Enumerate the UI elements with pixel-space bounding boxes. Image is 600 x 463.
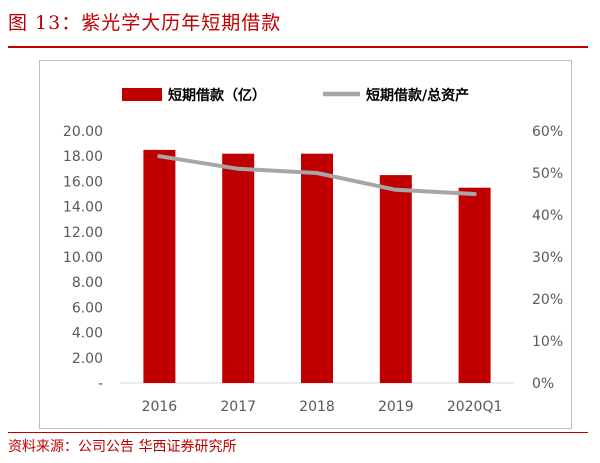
legend: 短期借款（亿） 短期借款/总资产 xyxy=(122,87,469,104)
y-left-tick-label: 2.00 xyxy=(72,351,103,367)
y-right-tick-label: 10% xyxy=(532,334,563,350)
legend-bar-label: 短期借款（亿） xyxy=(168,87,266,104)
x-tick-label: 2019 xyxy=(378,399,414,415)
chart-frame: 短期借款（亿） 短期借款/总资产 - 2.00 4.00 6.00 8.00 10.00 1… xyxy=(39,60,572,429)
y-left-tick-label: 12.00 xyxy=(63,225,103,241)
line-points xyxy=(157,154,477,196)
y-right-tick-label: 40% xyxy=(532,208,563,224)
legend-line-label: 短期借款/总资产 xyxy=(366,87,469,104)
x-tick-label: 2018 xyxy=(299,399,335,415)
bar-2016 xyxy=(143,149,176,383)
y-right-tick-label: 60% xyxy=(532,124,563,140)
bar-2018 xyxy=(301,153,333,383)
bar-2019 xyxy=(379,175,412,383)
y-left-tick-label: 6.00 xyxy=(72,300,103,316)
bar-2020Q1 xyxy=(458,187,491,383)
y-left-tick-label: 20.00 xyxy=(63,124,103,140)
footer-divider xyxy=(8,432,588,433)
x-tick-label: 2017 xyxy=(220,399,256,415)
x-axis: 2016 2017 2018 2019 2020Q1 xyxy=(142,399,503,415)
y-right-tick-label: 20% xyxy=(532,292,563,308)
y-left-axis: - 2.00 4.00 6.00 8.00 10.00 12.00 14.00 16.00 18.… xyxy=(63,124,103,392)
x-tick-label: 2016 xyxy=(142,399,178,415)
bar-2017 xyxy=(222,153,255,383)
y-left-tick-label: 10.00 xyxy=(63,250,103,266)
ratio-point-2020Q1 xyxy=(472,192,477,196)
y-left-tick-label: 16.00 xyxy=(63,174,103,190)
x-tick-label: 2020Q1 xyxy=(447,399,503,415)
ratio-point-2016 xyxy=(157,154,162,159)
source-note: 资料来源：公司公告 华西证券研究所 xyxy=(8,439,237,455)
y-left-tick-label: 14.00 xyxy=(63,200,103,216)
y-right-tick-label: 50% xyxy=(532,166,563,182)
y-right-tick-label: 30% xyxy=(532,250,563,266)
ratio-point-2017 xyxy=(236,166,241,171)
y-left-tick-label: 4.00 xyxy=(72,326,103,342)
title-divider xyxy=(8,46,588,48)
y-left-tick-label: - xyxy=(98,376,103,392)
y-left-tick-label: 18.00 xyxy=(63,149,103,165)
figure-title: 图 13：紫光学大历年短期借款 xyxy=(8,12,282,34)
ratio-point-2018 xyxy=(315,171,319,175)
ratio-point-2019 xyxy=(393,187,398,192)
y-left-tick-label: 8.00 xyxy=(72,275,103,291)
chart-svg: 短期借款（亿） 短期借款/总资产 - 2.00 4.00 6.00 8.00 10.00 1… xyxy=(63,87,563,415)
bars xyxy=(143,149,491,383)
y-right-axis: 0% 10% 20% 30% 40% 50% 60% xyxy=(532,124,563,392)
y-right-tick-label: 0% xyxy=(532,376,554,392)
legend-bar-swatch xyxy=(122,88,162,101)
